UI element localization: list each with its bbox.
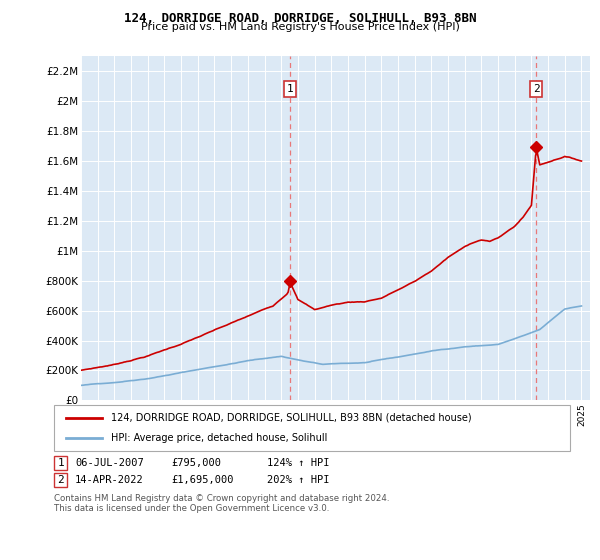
Text: 2: 2 <box>57 475 64 485</box>
Text: 124, DORRIDGE ROAD, DORRIDGE, SOLIHULL, B93 8BN: 124, DORRIDGE ROAD, DORRIDGE, SOLIHULL, … <box>124 12 476 25</box>
Text: 06-JUL-2007: 06-JUL-2007 <box>75 458 144 468</box>
Text: £795,000: £795,000 <box>171 458 221 468</box>
Text: 14-APR-2022: 14-APR-2022 <box>75 475 144 485</box>
Text: 1: 1 <box>57 458 64 468</box>
Text: 124% ↑ HPI: 124% ↑ HPI <box>267 458 329 468</box>
Text: Price paid vs. HM Land Registry's House Price Index (HPI): Price paid vs. HM Land Registry's House … <box>140 22 460 32</box>
Text: Contains HM Land Registry data © Crown copyright and database right 2024.
This d: Contains HM Land Registry data © Crown c… <box>54 494 389 514</box>
Text: 1: 1 <box>287 84 293 94</box>
Text: £1,695,000: £1,695,000 <box>171 475 233 485</box>
Text: HPI: Average price, detached house, Solihull: HPI: Average price, detached house, Soli… <box>111 433 328 443</box>
Text: 2: 2 <box>533 84 539 94</box>
Text: 202% ↑ HPI: 202% ↑ HPI <box>267 475 329 485</box>
Text: 124, DORRIDGE ROAD, DORRIDGE, SOLIHULL, B93 8BN (detached house): 124, DORRIDGE ROAD, DORRIDGE, SOLIHULL, … <box>111 413 472 423</box>
